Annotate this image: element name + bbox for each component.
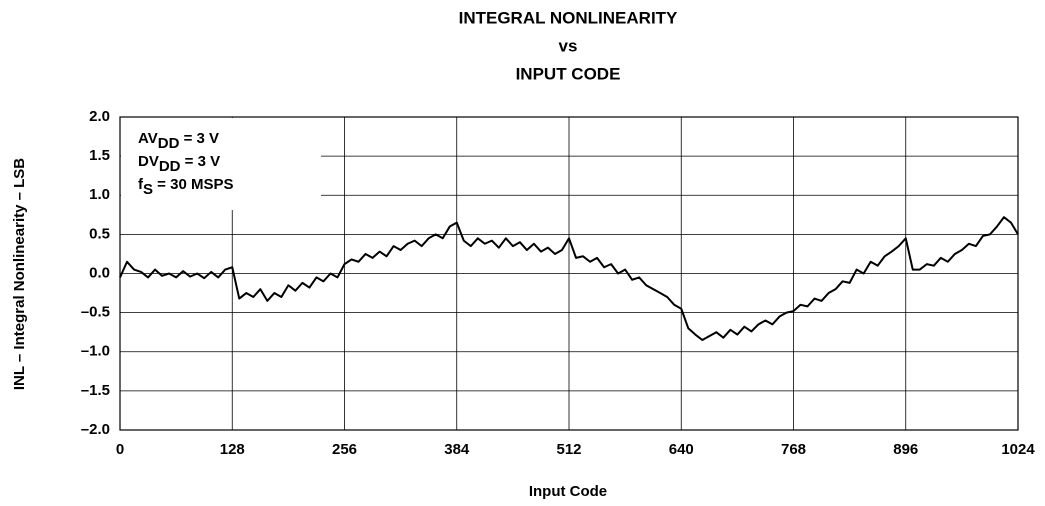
annotation-text: DV [138,153,159,170]
annotation-text: = 3 V [181,153,221,170]
y-axis-label: INL – Integral Nonlinearity – LSB [11,158,28,390]
y-tick-label: –1.5 [81,382,110,399]
annotation: DVDD = 3 V [138,153,220,175]
x-tick-label: 128 [220,441,245,458]
annotation-subscript: S [143,181,153,198]
x-tick-label: 0 [116,441,124,458]
x-tick-label: 512 [556,441,581,458]
annotation-box [121,118,321,210]
x-tick-label: 640 [669,441,694,458]
y-tick-label: 0.0 [89,264,110,281]
annotation: AVDD = 3 V [138,130,219,152]
plot-frame [119,116,1019,431]
chart-title: vs [559,36,578,55]
y-tick-label: –1.0 [81,343,110,360]
y-tick-label: 0.5 [89,225,110,242]
annotation-subscript: DD [159,158,181,175]
y-tick-label: –2.0 [81,421,110,438]
chart-title: INPUT CODE [516,64,621,83]
data-line [119,216,1019,342]
x-tick-label: 256 [332,441,357,458]
annotation-text: = 30 MSPS [153,176,233,193]
chart-title: INTEGRAL NONLINEARITY [459,8,678,27]
annotation: fS = 30 MSPS [138,176,233,198]
y-tick-label: 1.0 [89,186,110,203]
annotation-text: AV [138,130,158,147]
x-tick-label: 768 [781,441,806,458]
x-axis-label: Input Code [529,483,607,500]
x-tick-label: 1024 [1001,441,1035,458]
y-tick-label: 2.0 [89,108,110,125]
annotation-text: = 3 V [179,130,219,147]
annotation-text: f [138,176,144,193]
x-tick-label: 384 [444,441,470,458]
y-tick-label: –0.5 [81,304,110,321]
annotation-subscript: DD [158,135,180,152]
x-tick-label: 896 [893,441,918,458]
y-tick-label: 1.5 [89,147,110,164]
